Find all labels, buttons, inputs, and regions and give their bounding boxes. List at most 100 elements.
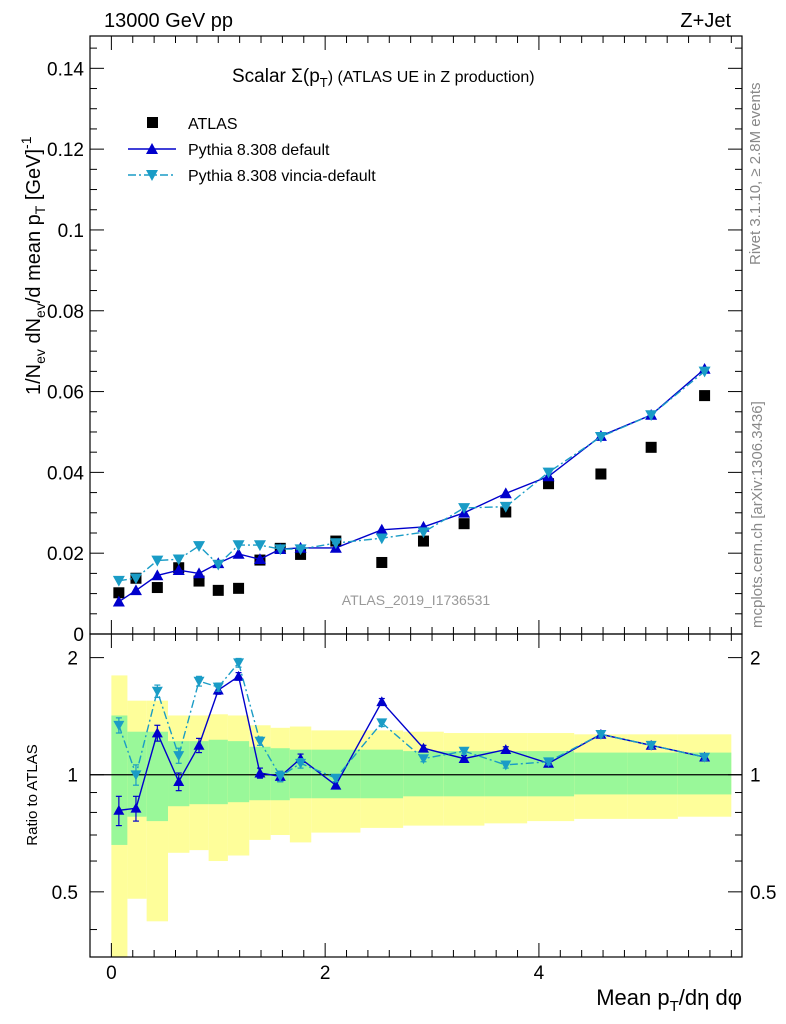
atlas-data-point bbox=[645, 441, 657, 453]
x-axis-label: Mean pT/dη dφ bbox=[596, 985, 742, 1015]
main-series bbox=[112, 362, 711, 607]
main-y-tick-label: 0.12 bbox=[47, 140, 84, 161]
ratio-data-point bbox=[130, 770, 142, 781]
ratio-frame bbox=[89, 633, 743, 958]
mcplots-label: mcplots.cern.ch [arXiv:1306.3436] bbox=[749, 401, 766, 628]
ratio-data-point bbox=[274, 772, 286, 782]
main-y-tick-label: 0.1 bbox=[58, 221, 84, 242]
atlas-data-point bbox=[595, 468, 607, 480]
ratio-data-point bbox=[193, 739, 205, 750]
ratio-panel: 0.5 0.5 1 1 2 2 0 2 4 Ratio to ATLAS Mean pT/dη … bbox=[24, 633, 777, 1015]
main-series-line bbox=[118, 368, 706, 603]
energy-label: 13000 GeV pp bbox=[104, 10, 233, 32]
legend-entry-pythia-vincia: Pythia 8.308 vincia-default bbox=[128, 168, 376, 185]
ratio-data-point bbox=[699, 752, 711, 763]
atlas-data-point bbox=[376, 556, 388, 568]
atlas-data-point bbox=[193, 575, 205, 587]
mc-data-point bbox=[375, 533, 388, 545]
main-series-line bbox=[118, 370, 706, 582]
ratio-series bbox=[113, 657, 711, 827]
mc-data-point bbox=[172, 554, 185, 566]
ratio-y-tick-label: 0.5 bbox=[52, 883, 78, 904]
main-axis-ticks bbox=[89, 36, 742, 635]
ratio-data-point bbox=[254, 736, 266, 747]
mc-data-point bbox=[193, 567, 206, 579]
main-series-1 bbox=[112, 362, 711, 607]
uncertainty-band-green bbox=[208, 739, 228, 805]
mc-data-point bbox=[129, 584, 142, 596]
legend-marker-pythia-vincia bbox=[146, 170, 158, 181]
mc-data-point bbox=[129, 573, 142, 585]
legend-label-pythia-default: Pythia 8.308 default bbox=[188, 142, 330, 159]
ratio-data-point bbox=[500, 744, 512, 755]
x-tick-label: 2 bbox=[320, 963, 331, 984]
ratio-data-point bbox=[500, 760, 512, 771]
atlas-data-point bbox=[233, 582, 245, 594]
atlas-data-point bbox=[151, 582, 163, 594]
main-y-axis-label: 1/Nev dNev/d mean pT [GeV]-1 bbox=[18, 136, 48, 395]
x-tick-label: 0 bbox=[106, 963, 117, 984]
ratio-data-point bbox=[233, 670, 245, 681]
ratio-data-point bbox=[212, 682, 224, 693]
ratio-data-point bbox=[330, 779, 342, 790]
ratio-y-tick-label-right: 0.5 bbox=[750, 883, 776, 904]
mc-data-point bbox=[253, 540, 266, 552]
ratio-data-point bbox=[458, 746, 470, 757]
mc-data-point bbox=[112, 595, 125, 607]
mc-data-point bbox=[151, 555, 164, 567]
ratio-data-point bbox=[330, 773, 342, 784]
ratio-y-axis-label: Ratio to ATLAS bbox=[24, 744, 41, 845]
legend-label-atlas: ATLAS bbox=[188, 116, 238, 133]
ratio-axis-ticks bbox=[89, 634, 742, 957]
legend-entry-pythia-default: Pythia 8.308 default bbox=[128, 142, 330, 159]
mc-data-point bbox=[375, 523, 388, 535]
mc-data-point bbox=[274, 544, 287, 556]
ratio-data-point bbox=[543, 757, 555, 768]
mc-data-point bbox=[151, 569, 164, 581]
mc-data-point bbox=[329, 538, 342, 550]
legend-label-pythia-vincia: Pythia 8.308 vincia-default bbox=[188, 168, 376, 185]
main-y-tick-label: 0.06 bbox=[47, 383, 84, 404]
atlas-data-point bbox=[543, 478, 555, 490]
mc-data-point bbox=[112, 575, 125, 587]
uncertainty-band-green bbox=[484, 751, 528, 797]
legend-marker-atlas bbox=[147, 117, 158, 128]
ratio-data-point bbox=[113, 720, 125, 731]
ratio-y-tick-label-right: 1 bbox=[750, 766, 761, 787]
atlas-data-point bbox=[458, 518, 470, 530]
ratio-data-point bbox=[151, 727, 163, 738]
ratio-data-point bbox=[417, 754, 429, 765]
main-y-tick-label: 0.08 bbox=[47, 302, 84, 323]
mc-data-point bbox=[499, 501, 512, 513]
rivet-label: Rivet 3.1.10, ≥ 2.8M events bbox=[747, 83, 764, 266]
atlas-data-point bbox=[417, 535, 429, 547]
legend-entry-atlas: ATLAS bbox=[147, 116, 238, 133]
main-y-tick-label: 0.02 bbox=[47, 544, 84, 565]
mc-data-point bbox=[212, 559, 225, 571]
ratio-data-point bbox=[645, 740, 657, 751]
ratio-plot-border bbox=[89, 633, 743, 958]
main-y-tick-label: 0.14 bbox=[47, 59, 84, 80]
uncertainty-band-green bbox=[627, 752, 678, 795]
ratio-data-point bbox=[595, 729, 607, 740]
ratio-data-point bbox=[254, 767, 266, 778]
ratio-data-point bbox=[151, 686, 163, 697]
ratio-data-point bbox=[173, 751, 185, 762]
ratio-y-tick-label-right: 2 bbox=[750, 649, 761, 670]
process-label: Z+Jet bbox=[680, 10, 731, 32]
uncertainty-band-green bbox=[360, 749, 404, 799]
main-title: Scalar Σ(pT) (ATLAS UE in Z production) bbox=[232, 66, 535, 90]
mc-data-point bbox=[253, 553, 266, 565]
mc-data-point bbox=[458, 503, 471, 514]
watermark: ATLAS_2019_I1736531 bbox=[342, 592, 491, 608]
uncertainty-band-green bbox=[189, 741, 209, 805]
main-y-tick-label: 0.04 bbox=[47, 463, 84, 484]
ratio-y-tick-label: 1 bbox=[67, 766, 78, 787]
mc-data-point bbox=[294, 544, 307, 556]
ratio-data-point bbox=[376, 718, 388, 729]
main-series-0 bbox=[113, 390, 711, 599]
ratio-tick-labels: 0.5 0.5 1 1 2 2 0 2 4 bbox=[52, 649, 777, 984]
atlas-data-point bbox=[113, 587, 125, 599]
atlas-data-point bbox=[699, 390, 711, 402]
